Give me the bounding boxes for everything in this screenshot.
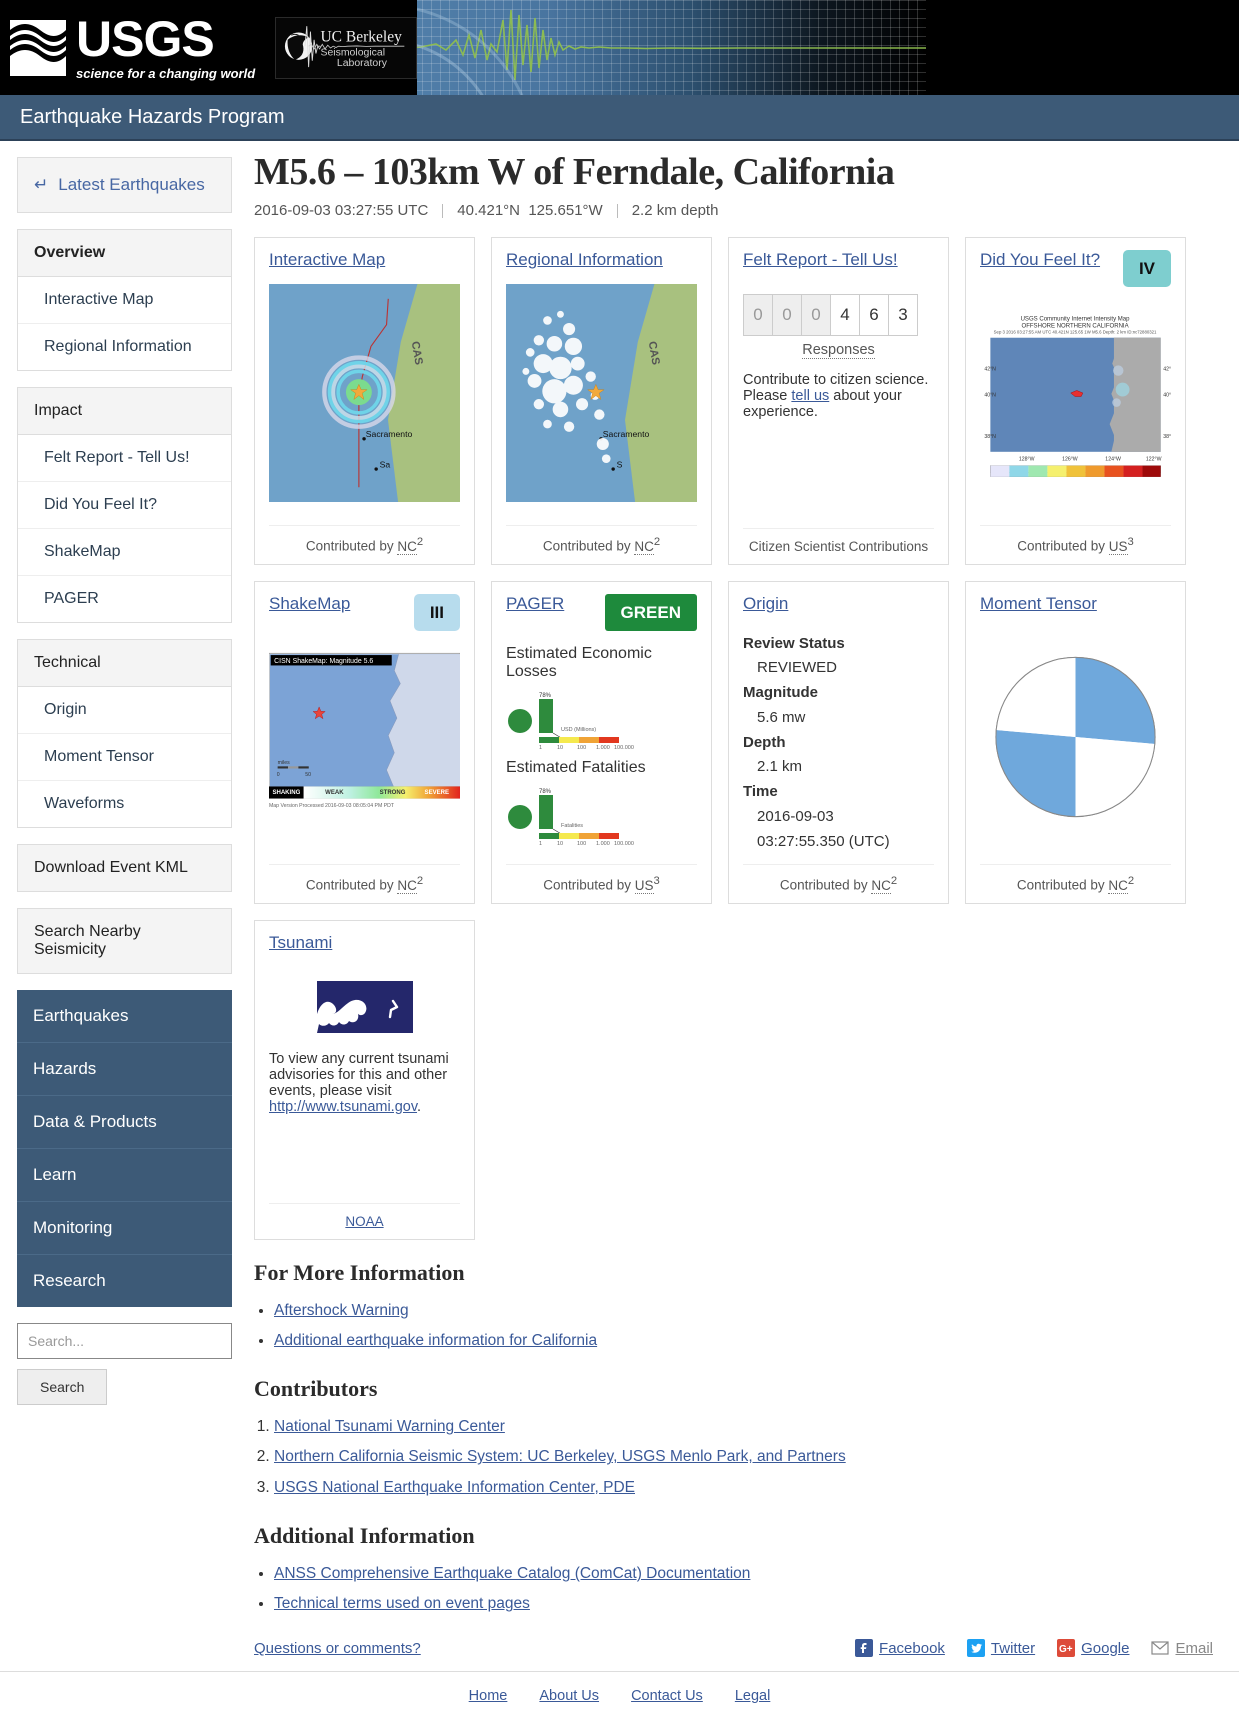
svg-text:1,000: 1,000 — [596, 745, 610, 749]
svg-text:WEAK: WEAK — [325, 790, 344, 796]
svg-text:78%: 78% — [539, 693, 552, 699]
svg-text:100: 100 — [577, 841, 586, 845]
svg-text:miles: miles — [278, 759, 290, 765]
svg-text:100,000: 100,000 — [614, 745, 634, 749]
svg-text:42°N: 42°N — [1163, 367, 1171, 373]
svg-text:1: 1 — [539, 841, 542, 845]
svg-text:38°N: 38°N — [984, 434, 996, 440]
svg-text:CAS: CAS — [409, 340, 425, 366]
svg-text:0: 0 — [277, 772, 280, 778]
svg-text:SEVERE: SEVERE — [425, 790, 449, 796]
svg-text:50: 50 — [305, 772, 311, 778]
svg-text:38°N: 38°N — [1163, 434, 1171, 440]
svg-text:Fatalities: Fatalities — [561, 823, 583, 829]
svg-text:42°N: 42°N — [984, 367, 996, 373]
svg-text:UC Berkeley: UC Berkeley — [321, 28, 403, 45]
svg-text:S: S — [617, 459, 623, 469]
svg-text:Map Version Processed 2016-09-: Map Version Processed 2016-09-03 08:05:0… — [269, 803, 395, 809]
svg-text:Sacramento: Sacramento — [366, 429, 413, 439]
svg-text:122°W: 122°W — [1146, 456, 1162, 462]
svg-text:CAS: CAS — [646, 340, 662, 366]
svg-text:Seismological: Seismological — [321, 47, 386, 58]
svg-text:G+: G+ — [1059, 1644, 1073, 1655]
svg-text:STRONG: STRONG — [380, 790, 406, 796]
svg-text:10: 10 — [557, 841, 563, 845]
svg-text:124°W: 124°W — [1105, 456, 1121, 462]
svg-text:100: 100 — [577, 745, 586, 749]
svg-text:CISN ShakeMap: Magnitude 5.6: CISN ShakeMap: Magnitude 5.6 — [274, 657, 373, 664]
svg-text:10: 10 — [557, 745, 563, 749]
svg-text:Sacramento: Sacramento — [603, 429, 650, 439]
svg-text:SHAKING: SHAKING — [272, 790, 300, 796]
svg-text:128°W: 128°W — [1019, 456, 1035, 462]
svg-text:40°N: 40°N — [1163, 392, 1171, 398]
svg-text:1: 1 — [539, 745, 542, 749]
svg-text:USGS Community Internet Intens: USGS Community Internet Intensity Map — [1021, 316, 1131, 322]
svg-text:USD (Millions): USD (Millions) — [561, 727, 596, 733]
svg-text:100,000: 100,000 — [614, 841, 634, 845]
svg-text:Laboratory: Laboratory — [337, 58, 388, 69]
svg-text:126°W: 126°W — [1062, 456, 1078, 462]
svg-text:1,000: 1,000 — [596, 841, 610, 845]
svg-text:40°N: 40°N — [984, 392, 996, 398]
svg-text:OFFSHORE NORTHERN CALIFORNIA: OFFSHORE NORTHERN CALIFORNIA — [1022, 323, 1130, 329]
svg-text:Sep 3 2016 03:27:55 AM UTC 40.: Sep 3 2016 03:27:55 AM UTC 40.421N 125.6… — [994, 329, 1157, 334]
svg-text:Sa: Sa — [380, 459, 391, 469]
svg-text:78%: 78% — [539, 789, 552, 795]
